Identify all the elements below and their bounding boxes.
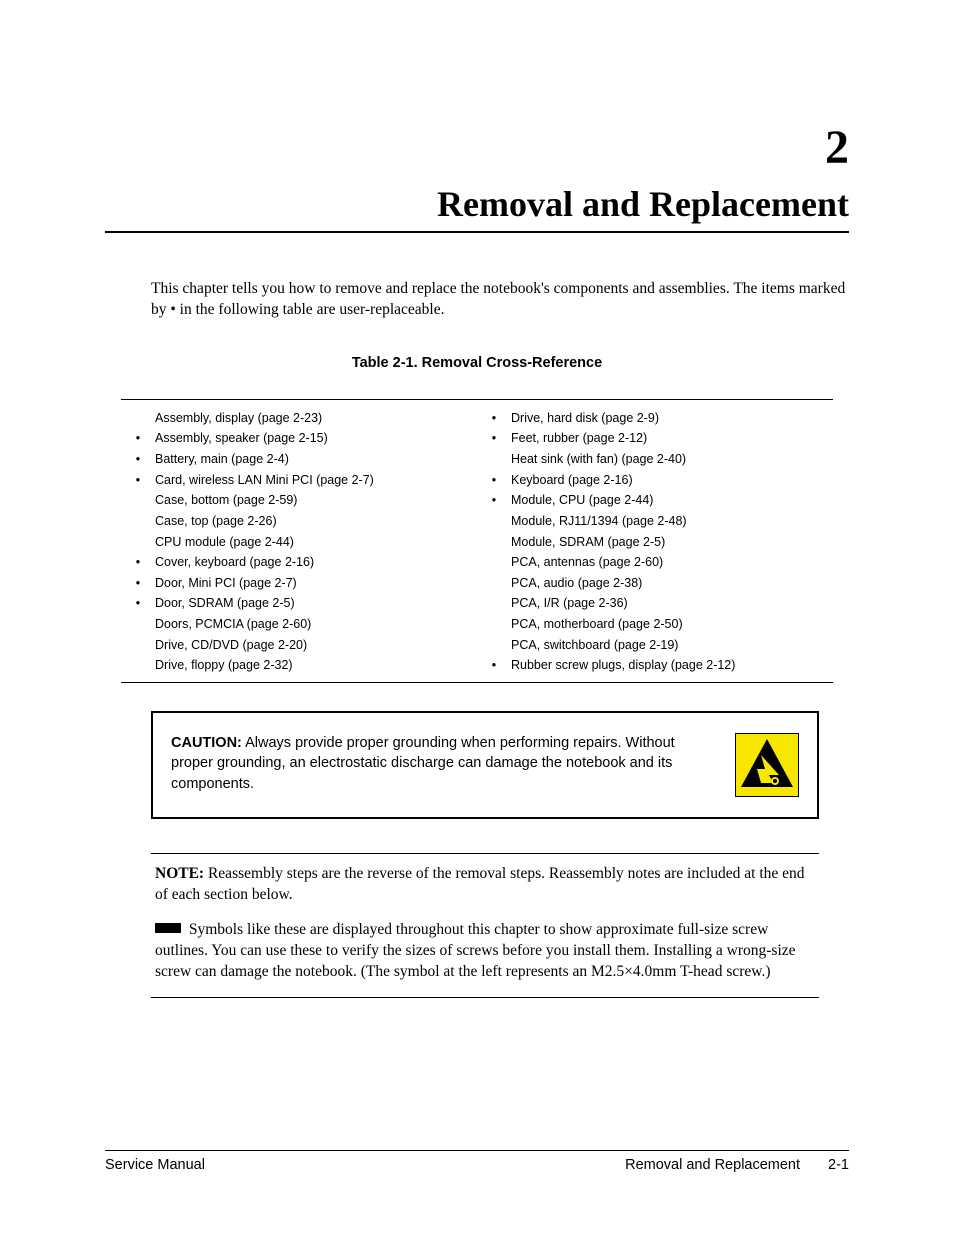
xref-item-text: Assembly, display (page 2-23): [155, 408, 477, 429]
note-p1-body: Reassembly steps are the reverse of the …: [155, 865, 805, 903]
xref-row: •Door, Mini PCI (page 2-7): [121, 573, 477, 594]
xref-row: Heat sink (with fan) (page 2-40): [477, 449, 833, 470]
table-title: Table 2-1. Removal Cross-Reference: [105, 355, 849, 371]
footer-right-title: Removal and Replacement: [625, 1157, 800, 1173]
note-box: NOTE: Reassembly steps are the reverse o…: [151, 853, 819, 998]
xref-row: •Keyboard (page 2-16): [477, 470, 833, 491]
xref-row: •Card, wireless LAN Mini PCI (page 2-7): [121, 470, 477, 491]
xref-item-text: Keyboard (page 2-16): [511, 470, 833, 491]
xref-item-text: Module, RJ11/1394 (page 2-48): [511, 511, 833, 532]
xref-row: •Cover, keyboard (page 2-16): [121, 552, 477, 573]
caution-body: Always provide proper grounding when per…: [171, 735, 675, 792]
xref-item-text: Door, SDRAM (page 2-5): [155, 593, 477, 614]
page-footer: Service Manual Removal and Replacement 2…: [105, 1150, 849, 1173]
page-content: 2 Removal and Replacement This chapter t…: [0, 0, 954, 998]
xref-bullet: •: [477, 408, 511, 429]
xref-bullet: •: [121, 552, 155, 573]
xref-bullet: •: [121, 449, 155, 470]
xref-row: •Battery, main (page 2-4): [121, 449, 477, 470]
xref-item-text: Drive, floppy (page 2-32): [155, 655, 477, 676]
xref-item-text: Case, bottom (page 2-59): [155, 490, 477, 511]
xref-row: •Module, CPU (page 2-44): [477, 490, 833, 511]
xref-item-text: Heat sink (with fan) (page 2-40): [511, 449, 833, 470]
xref-row: Drive, floppy (page 2-32): [121, 655, 477, 676]
xref-row: •Door, SDRAM (page 2-5): [121, 593, 477, 614]
xref-row: Case, top (page 2-26): [121, 511, 477, 532]
xref-bullet: •: [121, 470, 155, 491]
note-p2-body: Symbols like these are displayed through…: [155, 921, 796, 980]
chapter-title: Removal and Replacement: [105, 183, 849, 233]
xref-row: Module, SDRAM (page 2-5): [477, 532, 833, 553]
xref-bullet: •: [477, 470, 511, 491]
screw-symbol-icon: [155, 923, 181, 933]
esd-warning-icon: [735, 733, 799, 797]
xref-bullet: •: [477, 490, 511, 511]
xref-item-text: Rubber screw plugs, display (page 2-12): [511, 655, 833, 676]
intro-paragraph: This chapter tells you how to remove and…: [151, 279, 849, 321]
xref-item-text: PCA, antennas (page 2-60): [511, 552, 833, 573]
xref-bullet: •: [477, 428, 511, 449]
xref-row: Doors, PCMCIA (page 2-60): [121, 614, 477, 635]
cross-reference-table: Assembly, display (page 2-23)•Assembly, …: [121, 399, 833, 683]
xref-item-text: Battery, main (page 2-4): [155, 449, 477, 470]
xref-row: CPU module (page 2-44): [121, 532, 477, 553]
caution-label: CAUTION:: [171, 735, 242, 751]
note-label: NOTE:: [155, 865, 204, 882]
xref-left-column: Assembly, display (page 2-23)•Assembly, …: [121, 408, 477, 676]
xref-item-text: Case, top (page 2-26): [155, 511, 477, 532]
xref-row: PCA, switchboard (page 2-19): [477, 635, 833, 656]
xref-row: Case, bottom (page 2-59): [121, 490, 477, 511]
xref-item-text: Cover, keyboard (page 2-16): [155, 552, 477, 573]
xref-item-text: CPU module (page 2-44): [155, 532, 477, 553]
caution-box: CAUTION: Always provide proper grounding…: [151, 711, 819, 819]
xref-right-column: •Drive, hard disk (page 2-9)•Feet, rubbe…: [477, 408, 833, 676]
xref-bullet: •: [121, 428, 155, 449]
xref-item-text: Door, Mini PCI (page 2-7): [155, 573, 477, 594]
xref-item-text: PCA, motherboard (page 2-50): [511, 614, 833, 635]
xref-row: PCA, I/R (page 2-36): [477, 593, 833, 614]
xref-row: PCA, audio (page 2-38): [477, 573, 833, 594]
xref-bullet: •: [121, 573, 155, 594]
xref-row: PCA, antennas (page 2-60): [477, 552, 833, 573]
xref-item-text: Module, SDRAM (page 2-5): [511, 532, 833, 553]
xref-row: Assembly, display (page 2-23): [121, 408, 477, 429]
note-paragraph-1: NOTE: Reassembly steps are the reverse o…: [155, 864, 815, 906]
xref-item-text: PCA, I/R (page 2-36): [511, 593, 833, 614]
xref-bullet: •: [121, 593, 155, 614]
xref-item-text: Module, CPU (page 2-44): [511, 490, 833, 511]
xref-item-text: PCA, switchboard (page 2-19): [511, 635, 833, 656]
xref-row: Drive, CD/DVD (page 2-20): [121, 635, 477, 656]
xref-row: •Assembly, speaker (page 2-15): [121, 428, 477, 449]
xref-row: Module, RJ11/1394 (page 2-48): [477, 511, 833, 532]
xref-row: PCA, motherboard (page 2-50): [477, 614, 833, 635]
footer-page-number: 2-1: [828, 1157, 849, 1173]
caution-text: CAUTION: Always provide proper grounding…: [171, 733, 717, 794]
xref-item-text: PCA, audio (page 2-38): [511, 573, 833, 594]
xref-row: •Drive, hard disk (page 2-9): [477, 408, 833, 429]
note-paragraph-2: Symbols like these are displayed through…: [155, 920, 815, 983]
xref-row: •Rubber screw plugs, display (page 2-12): [477, 655, 833, 676]
chapter-number: 2: [105, 120, 849, 175]
xref-item-text: Drive, hard disk (page 2-9): [511, 408, 833, 429]
xref-item-text: Card, wireless LAN Mini PCI (page 2-7): [155, 470, 477, 491]
xref-item-text: Drive, CD/DVD (page 2-20): [155, 635, 477, 656]
xref-item-text: Feet, rubber (page 2-12): [511, 428, 833, 449]
xref-item-text: Doors, PCMCIA (page 2-60): [155, 614, 477, 635]
xref-item-text: Assembly, speaker (page 2-15): [155, 428, 477, 449]
footer-left: Service Manual: [105, 1157, 205, 1173]
xref-row: •Feet, rubber (page 2-12): [477, 428, 833, 449]
xref-bullet: •: [477, 655, 511, 676]
